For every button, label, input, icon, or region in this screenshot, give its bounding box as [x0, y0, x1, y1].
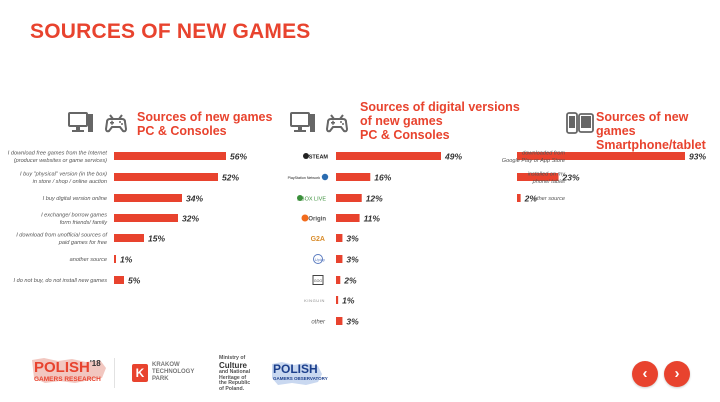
bar-chart3-1	[517, 173, 559, 181]
value-label: 11%	[364, 214, 381, 224]
category-label: Uplay	[315, 257, 325, 262]
bar-chart2-1	[336, 173, 371, 181]
bar-chart2-7	[336, 296, 339, 304]
value-label: 12%	[366, 194, 383, 204]
footer-divider	[114, 358, 115, 388]
bar-chart1-6	[114, 276, 124, 284]
value-label: 3%	[346, 234, 359, 244]
category-label: I buy digital version online	[43, 196, 107, 202]
page-title: SOURCES OF NEW GAMES	[30, 20, 311, 43]
category-label: (producer websites or game services)	[14, 158, 107, 164]
uplay-logo	[313, 254, 323, 264]
bar-chart1-4	[114, 234, 144, 242]
value-label: 15%	[148, 234, 165, 244]
value-label: 56%	[230, 152, 247, 162]
prev-button[interactable]: ‹	[632, 361, 658, 387]
value-label: 34%	[186, 194, 203, 204]
chart3-title: Sources of new games Smartphone/tablet	[596, 110, 706, 152]
value-label: 16%	[374, 173, 391, 183]
bar-chart3-2	[517, 194, 521, 202]
chart1-title: Sources of new games PC & Consoles	[137, 110, 273, 138]
bar-chart3-0	[517, 152, 685, 160]
smartphone-icon	[566, 112, 578, 139]
category-label: paid games for free	[58, 240, 107, 246]
monitor-icon	[68, 112, 94, 141]
category-label: I download free games from the Internet	[8, 150, 108, 156]
xbox-live-logo	[297, 195, 303, 201]
steam-logo	[303, 153, 309, 159]
gamepad-icon	[325, 112, 349, 139]
tablet-icon	[578, 113, 594, 138]
category-label: I download from unofficial sources of	[16, 232, 108, 238]
category-label: KINGUIN	[304, 298, 325, 303]
bar-chart1-1	[114, 173, 218, 181]
category-label: I do not buy, do not install new games	[14, 278, 108, 284]
value-label: 32%	[182, 214, 199, 224]
category-label: another source	[70, 257, 107, 263]
bar-chart1-3	[114, 214, 178, 222]
bar-chart1-0	[114, 152, 226, 160]
playstation-network-logo	[321, 173, 329, 181]
value-label: 49%	[444, 152, 462, 162]
origin-logo	[301, 214, 309, 222]
category-label: Origin	[308, 217, 326, 223]
gamepad-icon	[104, 112, 128, 139]
category-label: other	[311, 320, 326, 326]
value-label: 5%	[128, 276, 141, 286]
category-label: in store / shop / online auction	[33, 179, 107, 185]
category-label: I exchange/ borrow games	[41, 212, 107, 218]
bar-chart2-4	[336, 234, 343, 242]
category-label: other source	[534, 196, 565, 202]
category-label: G2A	[311, 236, 325, 243]
value-label: 23%	[562, 173, 580, 183]
category-label: XBOX LIVE	[297, 197, 326, 203]
gog-logo	[312, 275, 324, 285]
value-label: 3%	[346, 317, 359, 327]
value-label: 52%	[222, 173, 239, 183]
value-label: 2%	[524, 194, 538, 204]
next-button[interactable]: ›	[664, 361, 690, 387]
category-label: downloaded from	[522, 150, 565, 156]
value-label: 2%	[343, 276, 357, 286]
value-label: 1%	[342, 296, 355, 306]
category-label: form friends/ family	[60, 220, 108, 226]
bar-chart2-0	[336, 152, 441, 160]
category-label: I buy "physical" version (in the box)	[20, 171, 107, 177]
chart2-title: Sources of digital versions of new games…	[360, 100, 520, 142]
value-label: 93%	[689, 152, 706, 162]
bar-chart2-5	[336, 255, 343, 263]
bar-chart2-6	[336, 276, 341, 284]
category-label: PlayStation Network	[288, 176, 321, 180]
category-label: phone/ tablet	[532, 179, 566, 185]
bar-chart2-3	[336, 214, 360, 222]
bar-chart2-2	[336, 194, 362, 202]
category-label: STEAM	[309, 155, 329, 161]
bar-chart2-8	[336, 317, 343, 325]
monitor-icon	[290, 112, 316, 141]
bar-chart1-2	[114, 194, 182, 202]
value-label: 1%	[120, 255, 133, 265]
category-label: Google Play or App Store	[502, 158, 565, 164]
bar-chart1-5	[114, 255, 116, 263]
ministry-of-culture-logo: Ministry of Culture and National Heritag…	[219, 355, 251, 393]
value-label: 3%	[346, 255, 359, 265]
category-label: GOG	[314, 279, 322, 283]
category-label: installed on my	[528, 171, 567, 177]
